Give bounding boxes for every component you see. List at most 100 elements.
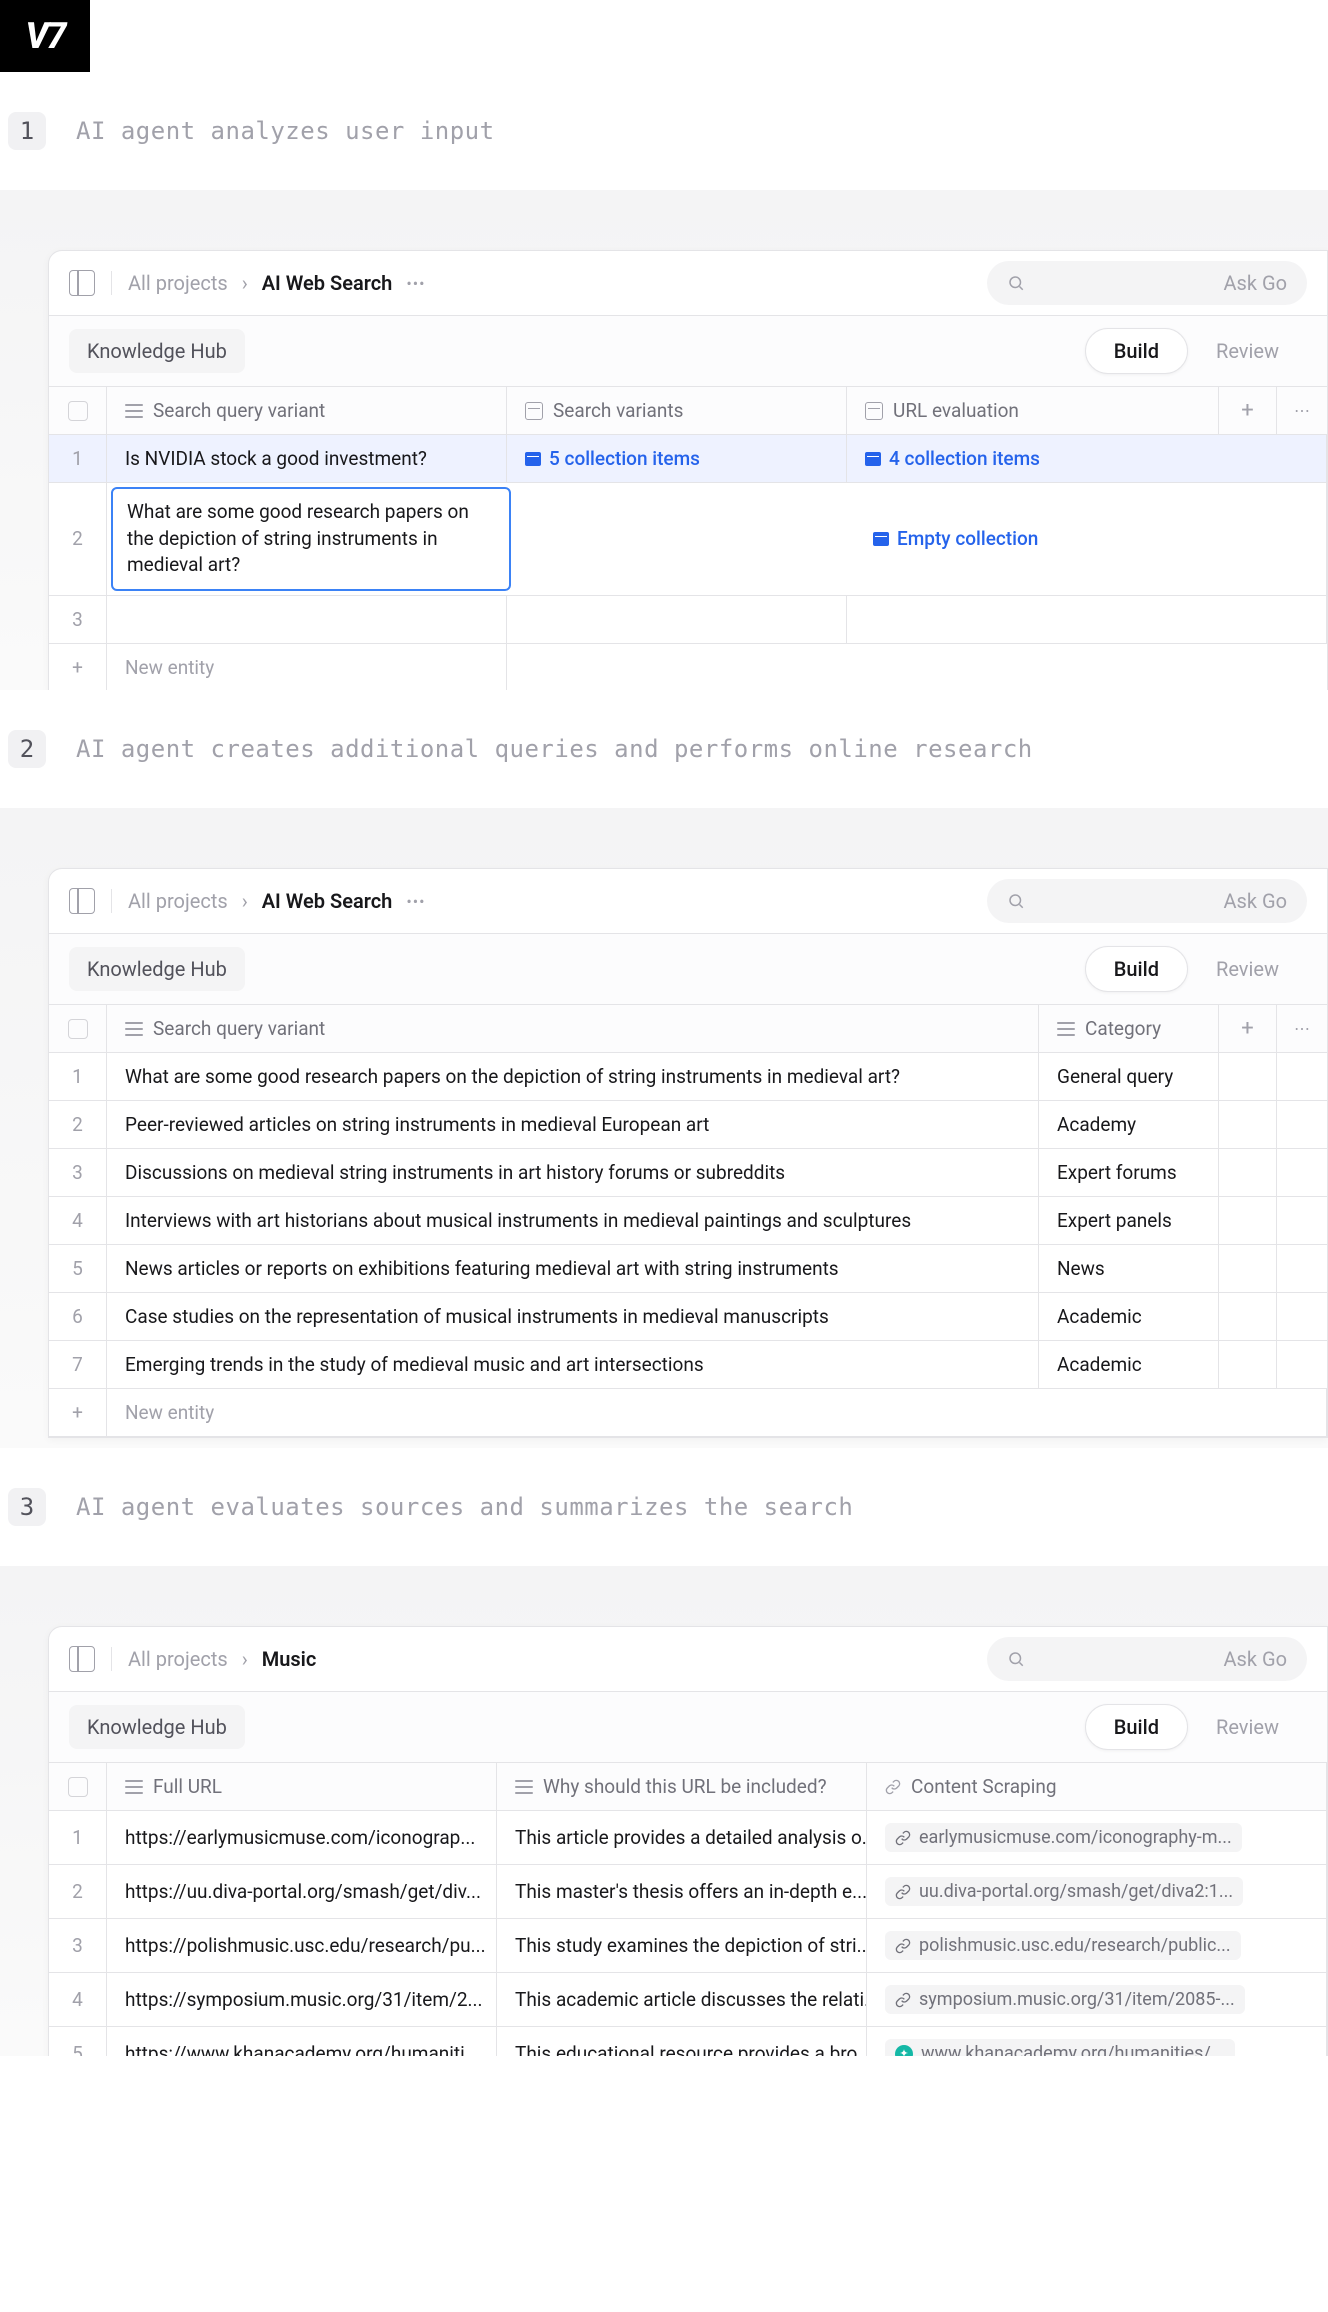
cell-category[interactable]: News <box>1039 1245 1219 1292</box>
table-row[interactable]: 1 https://earlymusicmuse.com/iconograp..… <box>49 1811 1327 1865</box>
cell-category[interactable]: General query <box>1039 1053 1219 1100</box>
table-row[interactable]: 6 Case studies on the representation of … <box>49 1293 1327 1341</box>
cell-category[interactable]: Academic <box>1039 1341 1219 1388</box>
breadcrumb-root[interactable]: All projects <box>128 1647 228 1671</box>
cell-scrape[interactable]: earlymusicmuse.com/iconography-m... <box>867 1811 1327 1864</box>
link-chip[interactable]: uu.diva-portal.org/smash/get/diva2:1... <box>885 1877 1243 1906</box>
cell-variants[interactable] <box>507 596 847 643</box>
sidebar-toggle-icon[interactable] <box>69 270 95 296</box>
cell-why[interactable]: This master's thesis offers an in-depth … <box>497 1865 867 1918</box>
cell-url[interactable]: https://uu.diva-portal.org/smash/get/div… <box>107 1865 497 1918</box>
cell-query[interactable]: Peer-reviewed articles on string instrum… <box>107 1101 1039 1148</box>
search-input[interactable]: Ask Go <box>987 879 1307 923</box>
new-entity-row[interactable]: + New entity <box>49 644 1327 690</box>
cell-scrape[interactable]: ✦www.khanacademy.org/humanities/... <box>867 2027 1327 2056</box>
table-row[interactable]: 3 Discussions on medieval string instrum… <box>49 1149 1327 1197</box>
more-icon[interactable]: ••• <box>406 892 425 911</box>
link-chip[interactable]: earlymusicmuse.com/iconography-m... <box>885 1823 1242 1852</box>
cell-url[interactable]: https://www.khanacademy.org/humaniti... <box>107 2027 497 2056</box>
column-header-query[interactable]: Search query variant <box>107 1005 1039 1052</box>
knowledge-hub-chip[interactable]: Knowledge Hub <box>69 947 245 991</box>
cell-why[interactable]: This educational resource provides a bro… <box>497 2027 867 2056</box>
table-row[interactable]: 2 What are some good research papers on … <box>49 483 1327 596</box>
more-icon[interactable]: ••• <box>406 274 425 293</box>
cell-url[interactable]: https://polishmusic.usc.edu/research/pu.… <box>107 1919 497 1972</box>
knowledge-hub-chip[interactable]: Knowledge Hub <box>69 1705 245 1749</box>
tab-review[interactable]: Review <box>1188 1705 1307 1749</box>
knowledge-hub-chip[interactable]: Knowledge Hub <box>69 329 245 373</box>
column-header-variants[interactable]: Search variants <box>507 387 847 434</box>
new-entity-row[interactable]: + New entity <box>49 1389 1327 1437</box>
table-row[interactable]: 7 Emerging trends in the study of mediev… <box>49 1341 1327 1389</box>
link-chip[interactable]: polishmusic.usc.edu/research/public... <box>885 1931 1241 1960</box>
breadcrumb-root[interactable]: All projects <box>128 889 228 913</box>
cell-query[interactable]: Discussions on medieval string instrumen… <box>107 1149 1039 1196</box>
link-chip[interactable]: symposium.music.org/31/item/2085-... <box>885 1985 1245 2014</box>
search-input[interactable]: Ask Go <box>987 261 1307 305</box>
empty-cell <box>1277 1245 1327 1292</box>
cell-query[interactable]: Is NVIDIA stock a good investment? <box>107 435 507 482</box>
column-header-scrape[interactable]: Content Scraping <box>867 1763 1327 1810</box>
table-options-icon[interactable]: ⋯ <box>1277 387 1327 434</box>
cell-category[interactable]: Expert forums <box>1039 1149 1219 1196</box>
table-row[interactable]: 2 Peer-reviewed articles on string instr… <box>49 1101 1327 1149</box>
cell-query[interactable]: What are some good research papers on th… <box>107 1053 1039 1100</box>
cell-scrape[interactable]: uu.diva-portal.org/smash/get/diva2:1... <box>867 1865 1327 1918</box>
column-header-url[interactable]: URL evaluation <box>847 387 1219 434</box>
select-all-checkbox[interactable] <box>49 387 107 434</box>
cell-query[interactable]: Emerging trends in the study of medieval… <box>107 1341 1039 1388</box>
cell-url[interactable]: Empty collection <box>855 483 1327 595</box>
select-all-checkbox[interactable] <box>49 1763 107 1810</box>
cell-url[interactable]: 4 collection items <box>847 435 1327 482</box>
cell-category[interactable]: Expert panels <box>1039 1197 1219 1244</box>
cell-why[interactable]: This academic article discusses the rela… <box>497 1973 867 2026</box>
cell-query-selected[interactable]: What are some good research papers on th… <box>111 487 511 591</box>
table-options-icon[interactable]: ⋯ <box>1277 1005 1327 1052</box>
select-all-checkbox[interactable] <box>49 1005 107 1052</box>
column-header-category[interactable]: Category <box>1039 1005 1219 1052</box>
empty-cell <box>1277 1149 1327 1196</box>
cell-query[interactable]: Interviews with art historians about mus… <box>107 1197 1039 1244</box>
table-row[interactable]: 5 News articles or reports on exhibition… <box>49 1245 1327 1293</box>
tab-build[interactable]: Build <box>1085 328 1188 374</box>
cell-scrape[interactable]: polishmusic.usc.edu/research/public... <box>867 1919 1327 1972</box>
cell-url[interactable]: https://symposium.music.org/31/item/2... <box>107 1973 497 2026</box>
table-row[interactable]: 3 <box>49 596 1327 644</box>
column-header-why[interactable]: Why should this URL be included? <box>497 1763 867 1810</box>
add-column-button[interactable]: + <box>1219 1005 1277 1052</box>
cell-category[interactable]: Academic <box>1039 1293 1219 1340</box>
table-row[interactable]: 3 https://polishmusic.usc.edu/research/p… <box>49 1919 1327 1973</box>
step-3: 3 AI agent evaluates sources and summari… <box>0 1448 1328 2056</box>
table-row[interactable]: 5 https://www.khanacademy.org/humaniti..… <box>49 2027 1327 2056</box>
tab-build[interactable]: Build <box>1085 1704 1188 1750</box>
add-column-button[interactable]: + <box>1219 387 1277 434</box>
table-header: Search query variant Category + ⋯ <box>49 1005 1327 1053</box>
table-row[interactable]: 1 What are some good research papers on … <box>49 1053 1327 1101</box>
search-input[interactable]: Ask Go <box>987 1637 1307 1681</box>
cell-why[interactable]: This article provides a detailed analysi… <box>497 1811 867 1864</box>
cell-variants[interactable]: 5 collection items <box>507 435 847 482</box>
cell-url[interactable]: https://earlymusicmuse.com/iconograp... <box>107 1811 497 1864</box>
cell-why[interactable]: This study examines the depiction of str… <box>497 1919 867 1972</box>
cell-query[interactable]: Case studies on the representation of mu… <box>107 1293 1039 1340</box>
cell-query[interactable]: News articles or reports on exhibitions … <box>107 1245 1039 1292</box>
add-row-icon[interactable]: + <box>49 644 107 690</box>
tab-build[interactable]: Build <box>1085 946 1188 992</box>
table-row[interactable]: 2 https://uu.diva-portal.org/smash/get/d… <box>49 1865 1327 1919</box>
sidebar-toggle-icon[interactable] <box>69 1646 95 1672</box>
tab-review[interactable]: Review <box>1188 329 1307 373</box>
cell-query[interactable] <box>107 596 507 643</box>
add-row-icon[interactable]: + <box>49 1389 107 1436</box>
cell-scrape[interactable]: symposium.music.org/31/item/2085-... <box>867 1973 1327 2026</box>
breadcrumb-root[interactable]: All projects <box>128 271 228 295</box>
link-chip[interactable]: ✦www.khanacademy.org/humanities/... <box>885 2039 1235 2056</box>
table-row[interactable]: 4 Interviews with art historians about m… <box>49 1197 1327 1245</box>
column-header-query[interactable]: Search query variant <box>107 387 507 434</box>
sidebar-toggle-icon[interactable] <box>69 888 95 914</box>
cell-url[interactable] <box>847 596 1327 643</box>
column-header-url[interactable]: Full URL <box>107 1763 497 1810</box>
table-row[interactable]: 4 https://symposium.music.org/31/item/2.… <box>49 1973 1327 2027</box>
tab-review[interactable]: Review <box>1188 947 1307 991</box>
table-row[interactable]: 1 Is NVIDIA stock a good investment? 5 c… <box>49 435 1327 483</box>
cell-category[interactable]: Academy <box>1039 1101 1219 1148</box>
